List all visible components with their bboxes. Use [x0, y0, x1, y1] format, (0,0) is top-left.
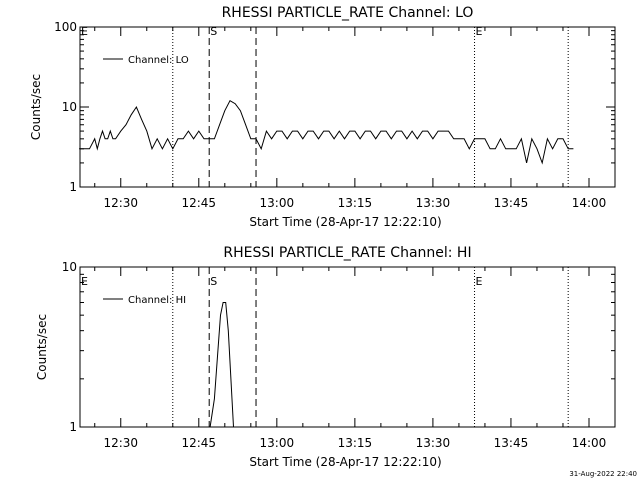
hi-plot-frame [79, 266, 616, 428]
hi-x-tick-label: 12:45 [181, 436, 216, 450]
hi-x-tick-label: 13:45 [494, 436, 529, 450]
hi-x-axis-label: Start Time (28-Apr-17 12:22:10) [249, 455, 441, 469]
lo-y-tick-label: 1 [69, 180, 77, 194]
hi-marker-letter: E [81, 275, 88, 288]
hi-channel-panel: RHESSI PARTICLE_RATE Channel: HI Start T… [35, 245, 616, 469]
hi-x-tick-label: 13:30 [416, 436, 451, 450]
hi-x-tick-label: 13:15 [338, 436, 373, 450]
lo-x-axis-label: Start Time (28-Apr-17 12:22:10) [249, 215, 441, 229]
lo-x-tick-label: 13:30 [416, 196, 451, 210]
hi-x-tick-label: 12:30 [103, 436, 138, 450]
lo-marker-letter: S [210, 25, 217, 38]
lo-channel-panel: RHESSI PARTICLE_RATE Channel: LO Start T… [29, 5, 616, 229]
lo-chart-title: RHESSI PARTICLE_RATE Channel: LO [222, 5, 474, 21]
hi-x-tick-label: 14:00 [572, 436, 607, 450]
lo-x-tick-label: 13:45 [494, 196, 529, 210]
lo-x-tick-label: 12:30 [103, 196, 138, 210]
footer-timestamp: 31-Aug-2022 22:40 [569, 470, 637, 478]
hi-y-axis-label: Counts/sec [35, 314, 49, 380]
lo-x-tick-label: 13:15 [338, 196, 373, 210]
lo-marker-letter: E [81, 25, 88, 38]
lo-plot-frame [79, 26, 616, 188]
lo-x-tick-label: 12:45 [181, 196, 216, 210]
hi-marker-letter: E [476, 275, 483, 288]
lo-legend-label: Channel: LO [128, 55, 189, 66]
hi-series-line [209, 302, 234, 428]
hi-y-tick-label: 1 [69, 420, 77, 434]
lo-marker-letter: E [476, 25, 483, 38]
hi-legend-label: Channel: HI [128, 295, 186, 306]
hi-chart-title: RHESSI PARTICLE_RATE Channel: HI [223, 245, 471, 261]
hi-y-tick-label: 10 [62, 260, 77, 274]
lo-y-tick-label: 10 [62, 100, 77, 114]
lo-x-tick-label: 13:00 [260, 196, 295, 210]
lo-series-line [79, 100, 574, 165]
lo-x-tick-label: 14:00 [572, 196, 607, 210]
lo-y-axis-label: Counts/sec [29, 74, 43, 140]
lo-y-tick-label: 100 [54, 20, 77, 34]
hi-x-tick-label: 13:00 [260, 436, 295, 450]
hi-marker-letter: S [210, 275, 217, 288]
